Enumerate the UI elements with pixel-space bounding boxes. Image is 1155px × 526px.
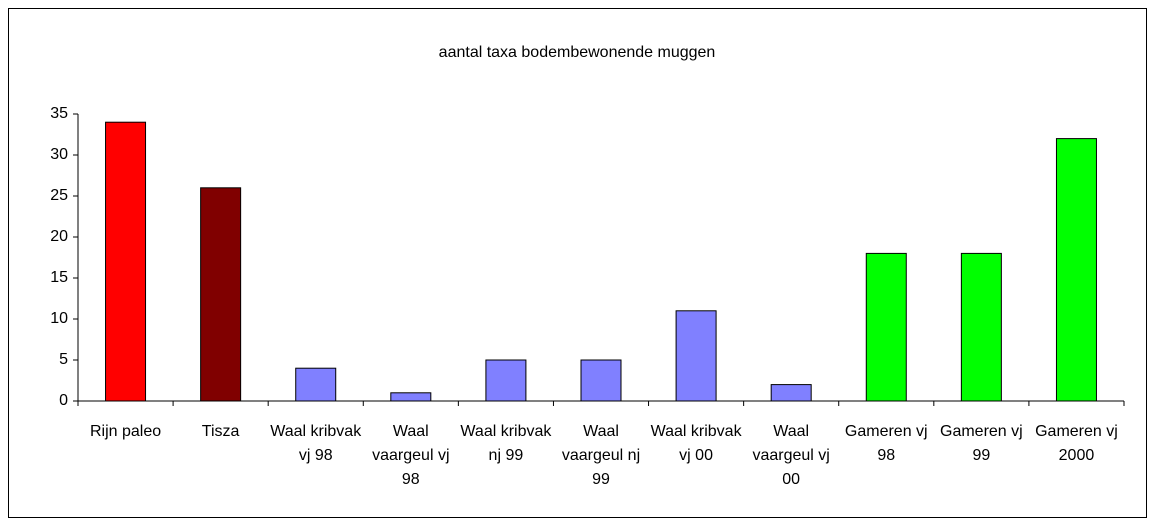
x-tick-label: Waal kribvak nj 99 xyxy=(460,423,552,464)
x-tick-label: Gameren vj 99 xyxy=(940,423,1023,464)
y-tick-label: 25 xyxy=(50,187,68,204)
y-tick-label: 0 xyxy=(59,392,68,409)
x-tick-label: Waal kribvak vj 00 xyxy=(650,423,742,464)
x-tick-label: Gameren vj 2000 xyxy=(1035,423,1118,464)
bar xyxy=(485,359,527,402)
x-tick-label: Waal vaargeul vj 00 xyxy=(752,423,830,488)
bar xyxy=(675,310,717,402)
bar xyxy=(770,384,812,402)
bar xyxy=(580,359,622,402)
bar xyxy=(295,367,337,402)
y-tick-label: 5 xyxy=(59,351,68,368)
chart-border xyxy=(8,8,1147,518)
bar xyxy=(105,121,147,402)
x-tick-label: Gameren vj 98 xyxy=(844,423,928,464)
x-tick-label: Waal kribvak vj 98 xyxy=(270,423,362,464)
chart-title: aantal taxa bodembewonende muggen xyxy=(439,44,716,61)
x-tick-label: Tisza xyxy=(201,423,240,440)
x-tick-label: Rijn paleo xyxy=(89,423,162,440)
bar xyxy=(1055,138,1097,402)
y-tick-label: 20 xyxy=(50,228,68,245)
y-tick-label: 35 xyxy=(50,105,68,122)
x-tick-label: Waal vaargeul vj 98 xyxy=(372,423,450,488)
bar xyxy=(865,252,907,402)
y-tick-label: 10 xyxy=(50,310,68,327)
y-tick-label: 15 xyxy=(50,269,68,286)
bar xyxy=(390,392,432,402)
bar xyxy=(960,252,1002,402)
y-tick-label: 30 xyxy=(50,146,68,163)
bar xyxy=(200,187,242,402)
x-tick-label: Waal vaargeul nj 99 xyxy=(561,423,641,488)
